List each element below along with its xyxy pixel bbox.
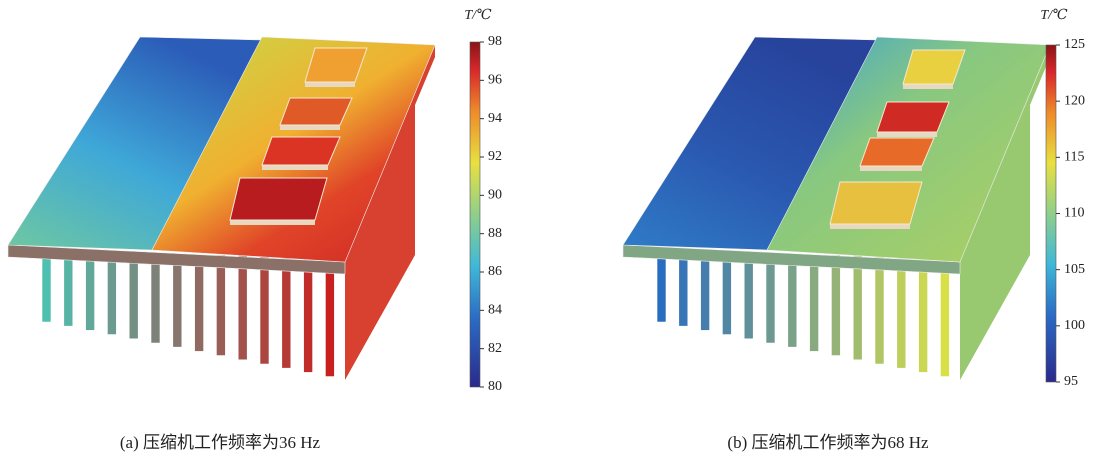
tick-label: 90 xyxy=(488,188,502,203)
fin xyxy=(151,255,160,343)
fin xyxy=(744,255,753,339)
colorbar-title: T/℃ xyxy=(464,8,492,23)
fin xyxy=(875,255,884,364)
colorbar-title: T/℃ xyxy=(1040,8,1068,23)
fin xyxy=(129,255,138,339)
tick-label: 92 xyxy=(488,149,502,164)
chip-side xyxy=(903,84,953,89)
chip xyxy=(860,138,934,166)
colorbar xyxy=(1046,45,1056,382)
fin xyxy=(260,255,269,364)
tick-label: 105 xyxy=(1064,262,1085,277)
heatsink xyxy=(623,37,1050,380)
tick-label: 125 xyxy=(1064,37,1085,52)
fin xyxy=(831,255,840,356)
caption: (b) 压缩机工作频率为68 Hz xyxy=(727,433,929,452)
fin xyxy=(810,255,819,351)
chip xyxy=(830,182,922,224)
chip-side xyxy=(305,82,355,87)
tick-label: 80 xyxy=(488,379,502,394)
chip xyxy=(877,102,949,132)
colorbar xyxy=(470,42,480,387)
caption: (a) 压缩机工作频率为36 Hz xyxy=(120,433,321,452)
fin xyxy=(216,255,225,356)
fin xyxy=(86,255,95,330)
tick-label: 96 xyxy=(488,73,502,88)
fin xyxy=(107,255,116,335)
chip-side xyxy=(860,166,922,171)
tick-label: 84 xyxy=(488,303,502,318)
tick-label: 110 xyxy=(1064,206,1084,221)
fin xyxy=(282,255,291,368)
fin xyxy=(722,255,731,335)
fin xyxy=(42,255,51,322)
chip-side xyxy=(230,220,315,225)
fin xyxy=(788,255,797,347)
fin xyxy=(238,255,247,360)
fin xyxy=(173,255,182,347)
tick-label: 115 xyxy=(1064,150,1084,165)
tick-label: 82 xyxy=(488,341,502,356)
tick-label: 100 xyxy=(1064,318,1085,333)
chip xyxy=(280,98,352,125)
fin xyxy=(919,255,928,372)
fin xyxy=(195,255,204,351)
fin xyxy=(897,255,906,368)
fin xyxy=(304,255,313,372)
tick-label: 88 xyxy=(488,226,502,241)
heatsink xyxy=(8,37,435,380)
chip-side xyxy=(830,224,910,229)
tick-label: 86 xyxy=(488,264,502,279)
tick-label: 98 xyxy=(488,34,502,49)
chip-side xyxy=(877,132,937,137)
fin xyxy=(64,255,73,326)
tick-label: 120 xyxy=(1064,93,1085,108)
fin xyxy=(701,255,710,330)
fin xyxy=(853,255,862,360)
chip-side xyxy=(280,125,340,130)
tick-label: 95 xyxy=(1064,374,1078,389)
fin xyxy=(766,255,775,343)
chip xyxy=(262,137,340,165)
fin xyxy=(657,255,666,322)
tick-label: 94 xyxy=(488,111,502,126)
figure: (a) 压缩机工作频率为36 Hz (b) 压缩机工作频率为68 Hz T/℃ 9… xyxy=(0,0,1096,465)
chip xyxy=(230,178,327,220)
chip-side xyxy=(262,165,328,170)
fin xyxy=(679,255,688,326)
